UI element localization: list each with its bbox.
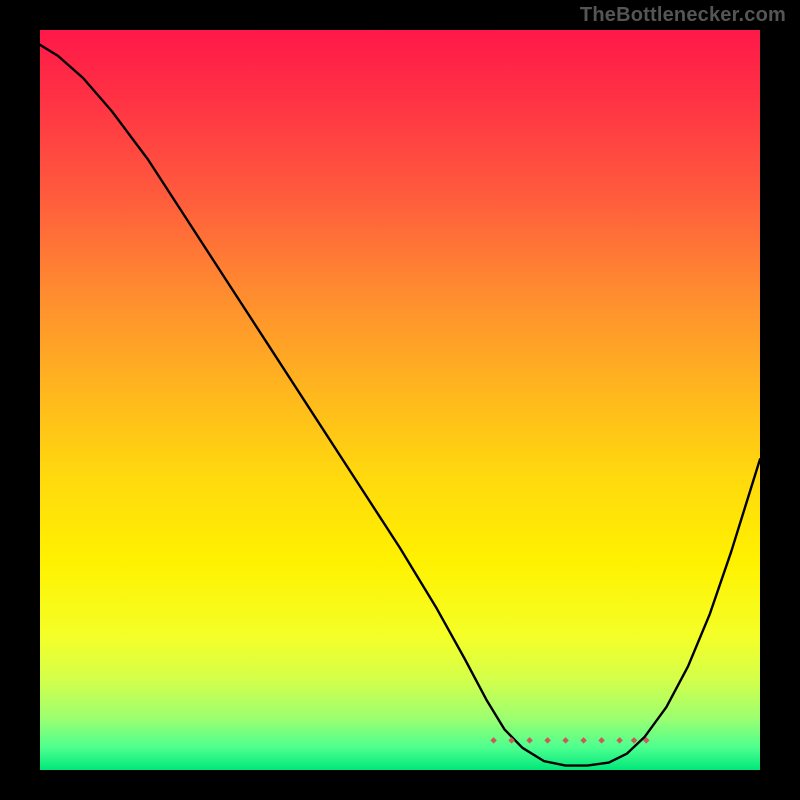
marker-diamond bbox=[598, 737, 605, 744]
watermark-text: TheBottlenecker.com bbox=[580, 4, 786, 27]
marker-diamond bbox=[562, 737, 569, 744]
marker-diamond bbox=[544, 737, 551, 744]
chart-container: TheBottlenecker.com bbox=[0, 0, 800, 800]
marker-diamond bbox=[631, 737, 638, 744]
marker-diamond bbox=[580, 737, 587, 744]
marker-diamond bbox=[616, 737, 623, 744]
plot-svg bbox=[40, 30, 760, 770]
marker-diamond bbox=[526, 737, 533, 744]
plot-area bbox=[40, 30, 760, 770]
bottleneck-curve bbox=[40, 45, 760, 766]
marker-diamond bbox=[490, 737, 497, 744]
